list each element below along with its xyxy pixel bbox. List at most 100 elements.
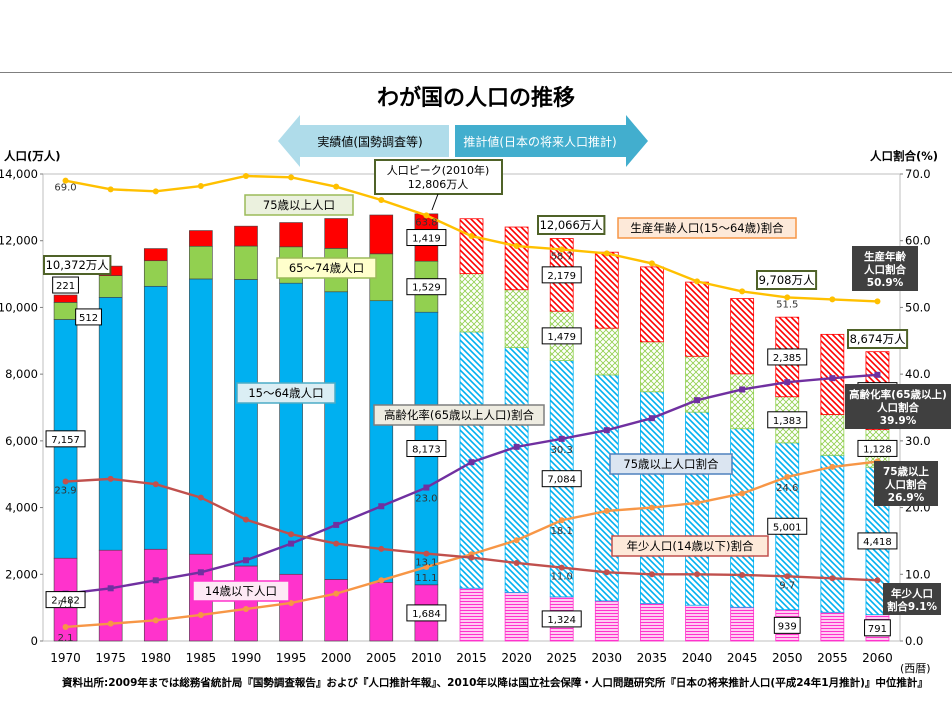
bar-3: [594, 327, 619, 376]
bar-4: [324, 218, 348, 249]
bar-2: [820, 454, 845, 613]
y2-tick-label: 40.0: [905, 367, 931, 381]
bar-value-label: 1,684: [406, 604, 447, 622]
line-marker: [333, 540, 340, 547]
bar-3: [234, 245, 258, 280]
line-marker: [603, 569, 610, 576]
bar-value-label: 5,001: [767, 517, 808, 535]
svg-text:4,418: 4,418: [863, 537, 892, 548]
callout-aging-ratio: 高齢化率(65歳以上人口)割合: [373, 404, 545, 426]
line-value-label: 13.1: [415, 558, 437, 569]
line-marker: [152, 481, 159, 488]
bar-3: [504, 289, 529, 348]
svg-text:2,179: 2,179: [547, 271, 576, 282]
line-marker: [62, 623, 69, 630]
bar-4: [189, 230, 213, 247]
line-marker: [874, 371, 881, 378]
x-tick-label: 2020: [501, 651, 532, 665]
line-value-label: 2.1: [58, 633, 74, 644]
line-marker: [784, 473, 791, 480]
line-marker: [513, 243, 520, 250]
svg-text:人口割合: 人口割合: [885, 478, 927, 491]
y-tick-label: 4,000: [5, 501, 38, 515]
bar-1: [98, 549, 123, 642]
svg-text:2,482: 2,482: [51, 596, 80, 607]
bar-4: [504, 226, 529, 291]
bar-4: [594, 251, 619, 329]
bar-4: [640, 266, 664, 343]
callout-age0-14: 14歳以下人口: [192, 580, 290, 602]
line-marker: [829, 296, 836, 303]
line-marker: [603, 507, 610, 514]
line-marker: [829, 375, 836, 382]
svg-text:1,128: 1,128: [863, 444, 892, 455]
svg-text:939: 939: [778, 621, 797, 632]
y-tick-label: 2,000: [5, 567, 38, 581]
line-marker: [152, 188, 159, 195]
x-tick-label: 1990: [231, 651, 262, 665]
bar-value-label: 2,179: [541, 266, 582, 284]
y-tick-label: 10,000: [0, 300, 38, 314]
svg-text:50.9%: 50.9%: [867, 277, 904, 289]
y-tick-label: 0: [31, 634, 38, 648]
bar-4: [279, 222, 303, 248]
bar-value-label: 7,084: [541, 470, 582, 488]
line-marker: [468, 233, 475, 240]
total-label: 10,372万人: [43, 255, 112, 275]
line-marker: [242, 605, 249, 612]
x-tick-label: 2015: [456, 651, 487, 665]
bar-value-label: 1,128: [857, 439, 898, 457]
bar-2: [324, 291, 348, 580]
total-label: 8,674万人: [847, 329, 909, 349]
line-marker: [829, 463, 836, 470]
bar-3: [640, 341, 664, 393]
y2-tick-label: 30.0: [905, 434, 931, 448]
bar-1: [730, 606, 755, 642]
line-value-label: 7.1: [58, 600, 74, 611]
line-marker: [558, 517, 565, 524]
line-marker: [197, 183, 204, 190]
line-marker: [378, 577, 385, 584]
bar-1: [820, 611, 845, 642]
callout-working-ratio: 生産年齢人口(15〜64歳)割合: [617, 217, 797, 239]
y-axis-label: 人口(万人): [4, 149, 61, 163]
source-note: 資料出所:2009年までは総務省統計局『国勢調査報告』および『人口推計年報』、2…: [62, 677, 928, 689]
line-marker: [333, 183, 340, 190]
line-marker: [513, 537, 520, 544]
line-marker: [648, 571, 655, 578]
svg-text:高齢化率(65歳以上人口)割合: 高齢化率(65歳以上人口)割合: [384, 408, 535, 422]
svg-text:512: 512: [79, 313, 98, 324]
x-tick-label: 1975: [95, 651, 126, 665]
line-value-label: 24.6: [776, 483, 798, 494]
total-label: 12,066万人: [537, 215, 606, 235]
line-marker: [874, 577, 881, 584]
line-marker: [739, 386, 746, 393]
bar-value-label: 4,418: [857, 532, 898, 550]
svg-text:75歳以上: 75歳以上: [883, 465, 930, 478]
bar-value-label: 1,419: [406, 229, 447, 247]
line-marker: [784, 573, 791, 580]
bar-3: [459, 273, 484, 333]
bar-1: [324, 579, 348, 642]
y-tick-label: 12,000: [0, 234, 38, 248]
bar-1: [459, 587, 484, 642]
y2-tick-label: 60.0: [905, 234, 931, 248]
x-tick-label: 2005: [366, 651, 397, 665]
x-tick-label: 1980: [140, 651, 171, 665]
bar-4: [685, 281, 709, 357]
bar-3: [53, 302, 78, 320]
line-marker: [694, 499, 701, 506]
bar-value-label: 512: [75, 308, 102, 326]
bar-1: [685, 604, 709, 642]
line-marker: [423, 212, 430, 219]
bar-2: [369, 300, 394, 583]
line-marker: [468, 459, 475, 466]
line-marker: [648, 504, 655, 511]
line-marker: [694, 397, 701, 404]
bar-value-label: 1,479: [541, 327, 582, 345]
peak-pointer: [431, 193, 439, 211]
